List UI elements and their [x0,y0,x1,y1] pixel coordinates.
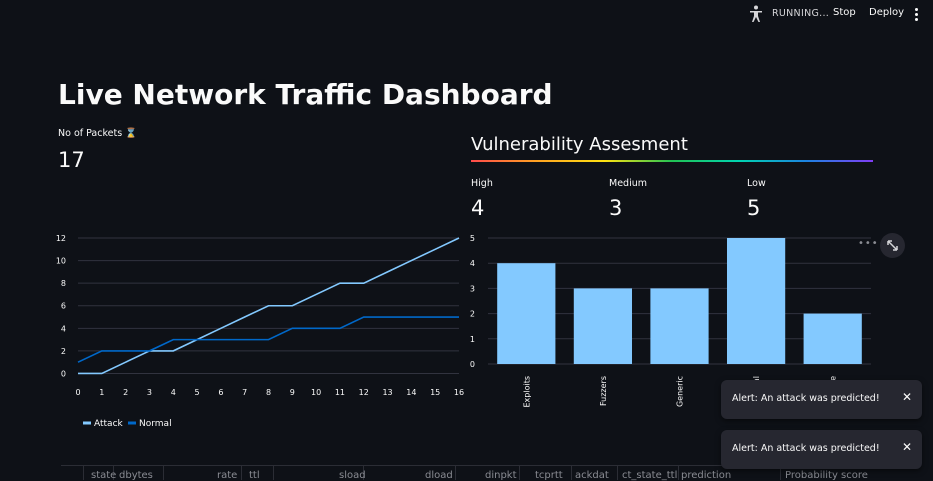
prediction-table: state dbytes rate ttl sload dload dinpkt tcprtt… [61,465,873,481]
y-tick-label: 12 [56,234,66,243]
x-tick-label: 3 [147,388,152,397]
column-header[interactable]: sload [339,470,366,481]
column-header[interactable]: dbytes [119,470,153,481]
column-header[interactable]: rate [217,470,238,481]
column-separator [241,466,242,480]
vulnerability-title: Vulnerability Assesment [471,134,688,155]
running-status: RUNNING... [772,8,830,19]
y-tick-label: 2 [61,347,66,356]
x-tick-label: Fuzzers [599,376,608,406]
medium-value: 3 [609,196,623,220]
x-tick-label: Generic [676,376,685,407]
x-tick-label: 12 [359,388,369,397]
x-tick-label: 1 [99,388,104,397]
bar-ce [803,313,862,364]
vulnerability-bar-chart: 012345ExploitsFuzzersGenericalce [470,234,871,408]
legend-label-attack: Attack [94,419,124,429]
x-tick-label: 9 [290,388,295,397]
column-header[interactable]: state [91,470,117,481]
legend-label-normal: Normal [139,419,172,429]
kebab-menu-icon[interactable] [914,8,920,22]
bar-exploits [497,263,556,364]
toast-message: Alert: An attack was predicted! [732,443,880,454]
toast-message: Alert: An attack was predicted! [732,393,880,404]
column-header[interactable]: tcprtt [535,470,563,481]
column-separator [113,466,114,480]
column-separator [455,466,456,480]
x-tick-label: Exploits [522,376,531,408]
column-header[interactable]: ct_state_ttl [622,470,678,481]
x-tick-label: 8 [266,388,271,397]
alert-toast: Alert: An attack was predicted! ✕ [721,430,922,469]
series-line-normal [77,316,459,363]
top-toolbar: RUNNING... Stop Deploy [0,0,933,28]
low-value: 5 [747,196,761,220]
column-separator [519,466,520,480]
column-separator [780,466,781,480]
x-tick-label: 16 [454,388,464,397]
high-value: 4 [471,196,485,220]
column-separator [273,466,274,480]
y-tick-label: 2 [470,310,475,319]
x-tick-label: 2 [123,388,128,397]
x-tick-label: 14 [406,388,416,397]
y-tick-label: 0 [470,360,475,369]
column-separator [363,466,364,480]
y-tick-label: 4 [61,324,66,333]
x-tick-label: 13 [382,388,392,397]
y-tick-label: 1 [470,335,475,344]
column-separator [163,466,164,480]
x-tick-label: 11 [335,388,345,397]
x-tick-label: 15 [430,388,440,397]
column-header[interactable]: dload [425,470,453,481]
column-separator [617,466,618,480]
y-tick-label: 10 [56,257,66,266]
x-tick-label: 10 [311,388,321,397]
column-header[interactable]: prediction [681,470,732,481]
x-tick-label: 4 [171,388,176,397]
high-label: High [471,178,493,189]
bar-generic [650,288,709,364]
x-tick-label: 6 [218,388,223,397]
page-title: Live Network Traffic Dashboard [58,78,553,111]
rainbow-divider [471,160,873,162]
medium-label: Medium [609,178,647,189]
y-tick-label: 3 [470,284,475,293]
close-icon[interactable]: ✕ [902,440,913,454]
more-options-icon[interactable]: ••• [858,238,879,249]
bar-al [726,238,786,364]
y-tick-label: 4 [470,259,475,268]
x-tick-label: 0 [75,388,80,397]
y-tick-label: 0 [61,369,66,378]
packets-value: 17 [58,148,85,172]
y-tick-label: 5 [470,234,475,243]
column-separator [571,466,572,480]
packets-label: No of Packets ⌛ [58,128,137,139]
close-icon[interactable]: ✕ [902,390,913,404]
low-label: Low [747,178,766,189]
x-tick-label: 5 [195,388,200,397]
column-header[interactable]: Probability score [785,470,868,481]
column-header[interactable]: dinpkt [485,470,517,481]
y-tick-label: 8 [61,279,66,288]
series-line-attack [78,237,460,375]
column-header[interactable]: ttl [249,470,260,481]
alert-toast: Alert: An attack was predicted! ✕ [721,380,922,419]
column-separator [83,466,84,480]
stop-button[interactable]: Stop [833,7,856,18]
y-tick-label: 6 [61,302,66,311]
fullscreen-expand-icon[interactable] [880,233,905,258]
x-tick-label: 7 [242,388,247,397]
column-header[interactable]: ackdat [575,470,609,481]
deploy-button[interactable]: Deploy [869,7,905,18]
x-tick-label: al [752,376,761,383]
column-separator [678,466,679,480]
bar-fuzzers [573,288,633,364]
running-man-icon [750,5,762,22]
